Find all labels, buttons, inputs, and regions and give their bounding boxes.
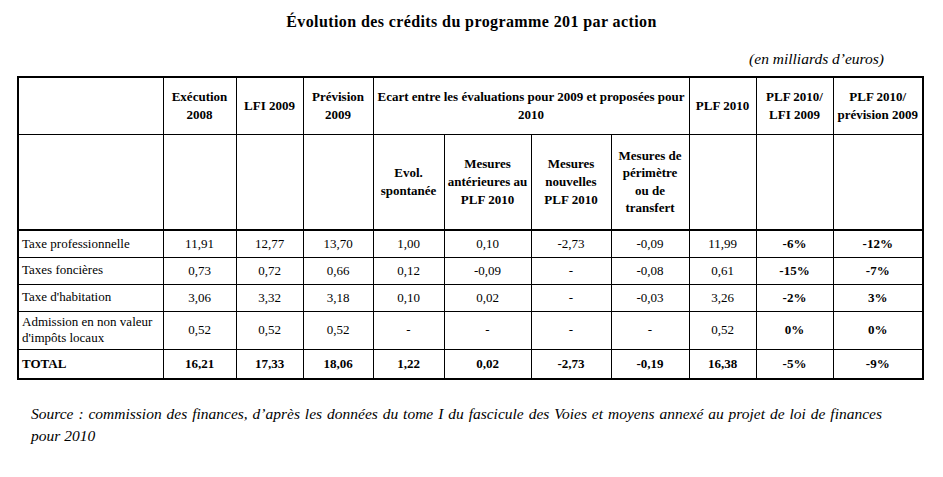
cell-prevision-2009: 0,52 [303,311,373,349]
cell-execution-2008: 3,06 [163,284,236,311]
row-label: Taxe d'habitation [18,284,163,311]
cell-mesures-nouvelles: - [531,257,611,284]
subheader-empty-execution [163,134,236,230]
subheader-mesures-perimetre: Mesures de périmètre ou de transfert [611,134,689,230]
cell-lfi-2009: 12,77 [236,230,303,257]
document-page: Évolution des crédits du programme 201 p… [0,0,943,477]
cell-plf-2010: 0,61 [689,257,756,284]
table-row-admission-non-valeur: Admission en non valeur d'impôts locaux … [18,311,923,349]
header-empty-corner [18,77,163,134]
row-label: TOTAL [18,349,163,379]
cell-plf-vs-lfi: -5% [756,349,833,379]
subheader-empty-plf-lfi [756,134,833,230]
subheader-evol-spontanee: Evol. spontanée [373,134,444,230]
cell-plf-vs-prevision: -9% [833,349,923,379]
row-label: Admission en non valeur d'impôts locaux [18,311,163,349]
cell-plf-vs-prevision: -7% [833,257,923,284]
cell-execution-2008: 0,73 [163,257,236,284]
row-label: Taxe professionnelle [18,230,163,257]
table-row-total: TOTAL 16,21 17,33 18,06 1,22 0,02 -2,73 … [18,349,923,379]
cell-lfi-2009: 3,32 [236,284,303,311]
cell-evol-spontanee: 1,22 [373,349,444,379]
page-title: Évolution des crédits du programme 201 p… [0,0,943,31]
header-plf-2010-prevision-2009: PLF 2010/ prévision 2009 [833,77,923,134]
cell-plf-vs-lfi: 0% [756,311,833,349]
header-ecart-group: Ecart entre les évaluations pour 2009 et… [373,77,689,134]
cell-evol-spontanee: - [373,311,444,349]
cell-execution-2008: 16,21 [163,349,236,379]
subheader-mesures-nouvelles: Mesures nouvelles PLF 2010 [531,134,611,230]
cell-plf-2010: 0,52 [689,311,756,349]
cell-mesures-anterieures: 0,10 [444,230,531,257]
cell-prevision-2009: 13,70 [303,230,373,257]
cell-plf-vs-lfi: -2% [756,284,833,311]
table-row-taxe-professionnelle: Taxe professionnelle 11,91 12,77 13,70 1… [18,230,923,257]
cell-plf-2010: 16,38 [689,349,756,379]
cell-lfi-2009: 0,52 [236,311,303,349]
table-row-taxe-habitation: Taxe d'habitation 3,06 3,32 3,18 0,10 0,… [18,284,923,311]
cell-execution-2008: 0,52 [163,311,236,349]
table-row-taxes-foncieres: Taxes foncières 0,73 0,72 0,66 0,12 -0,0… [18,257,923,284]
header-row-1: Exécution 2008 LFI 2009 Prévision 2009 E… [18,77,923,134]
cell-lfi-2009: 17,33 [236,349,303,379]
cell-evol-spontanee: 0,12 [373,257,444,284]
cell-plf-vs-prevision: 0% [833,311,923,349]
subheader-empty-plf-2010 [689,134,756,230]
cell-prevision-2009: 0,66 [303,257,373,284]
cell-mesures-nouvelles: - [531,311,611,349]
cell-lfi-2009: 0,72 [236,257,303,284]
subheader-mesures-anterieures: Mesures antérieures au PLF 2010 [444,134,531,230]
cell-mesures-nouvelles: -2,73 [531,349,611,379]
cell-mesures-perimetre: - [611,311,689,349]
cell-mesures-anterieures: 0,02 [444,284,531,311]
cell-mesures-perimetre: -0,03 [611,284,689,311]
credits-table: Exécution 2008 LFI 2009 Prévision 2009 E… [17,76,924,380]
cell-plf-2010: 3,26 [689,284,756,311]
cell-execution-2008: 11,91 [163,230,236,257]
subheader-empty-prevision [303,134,373,230]
row-label: Taxes foncières [18,257,163,284]
cell-plf-2010: 11,99 [689,230,756,257]
header-prevision-2009: Prévision 2009 [303,77,373,134]
header-plf-2010-lfi-2009: PLF 2010/ LFI 2009 [756,77,833,134]
cell-plf-vs-prevision: -12% [833,230,923,257]
cell-mesures-anterieures: - [444,311,531,349]
header-execution-2008: Exécution 2008 [163,77,236,134]
cell-mesures-perimetre: -0,19 [611,349,689,379]
subheader-empty-plf-prevision [833,134,923,230]
cell-mesures-anterieures: 0,02 [444,349,531,379]
cell-prevision-2009: 3,18 [303,284,373,311]
source-note: Source : commission des finances, d’aprè… [31,403,882,448]
cell-plf-vs-lfi: -6% [756,230,833,257]
cell-mesures-nouvelles: - [531,284,611,311]
unit-note: (en milliards d’euros) [0,50,884,68]
cell-mesures-nouvelles: -2,73 [531,230,611,257]
cell-plf-vs-lfi: -15% [756,257,833,284]
cell-mesures-perimetre: -0,09 [611,230,689,257]
cell-mesures-anterieures: -0,09 [444,257,531,284]
subheader-empty-lfi [236,134,303,230]
cell-evol-spontanee: 1,00 [373,230,444,257]
header-lfi-2009: LFI 2009 [236,77,303,134]
header-row-2: Evol. spontanée Mesures antérieures au P… [18,134,923,230]
header-plf-2010: PLF 2010 [689,77,756,134]
cell-plf-vs-prevision: 3% [833,284,923,311]
cell-mesures-perimetre: -0,08 [611,257,689,284]
cell-evol-spontanee: 0,10 [373,284,444,311]
subheader-empty-label [18,134,163,230]
cell-prevision-2009: 18,06 [303,349,373,379]
